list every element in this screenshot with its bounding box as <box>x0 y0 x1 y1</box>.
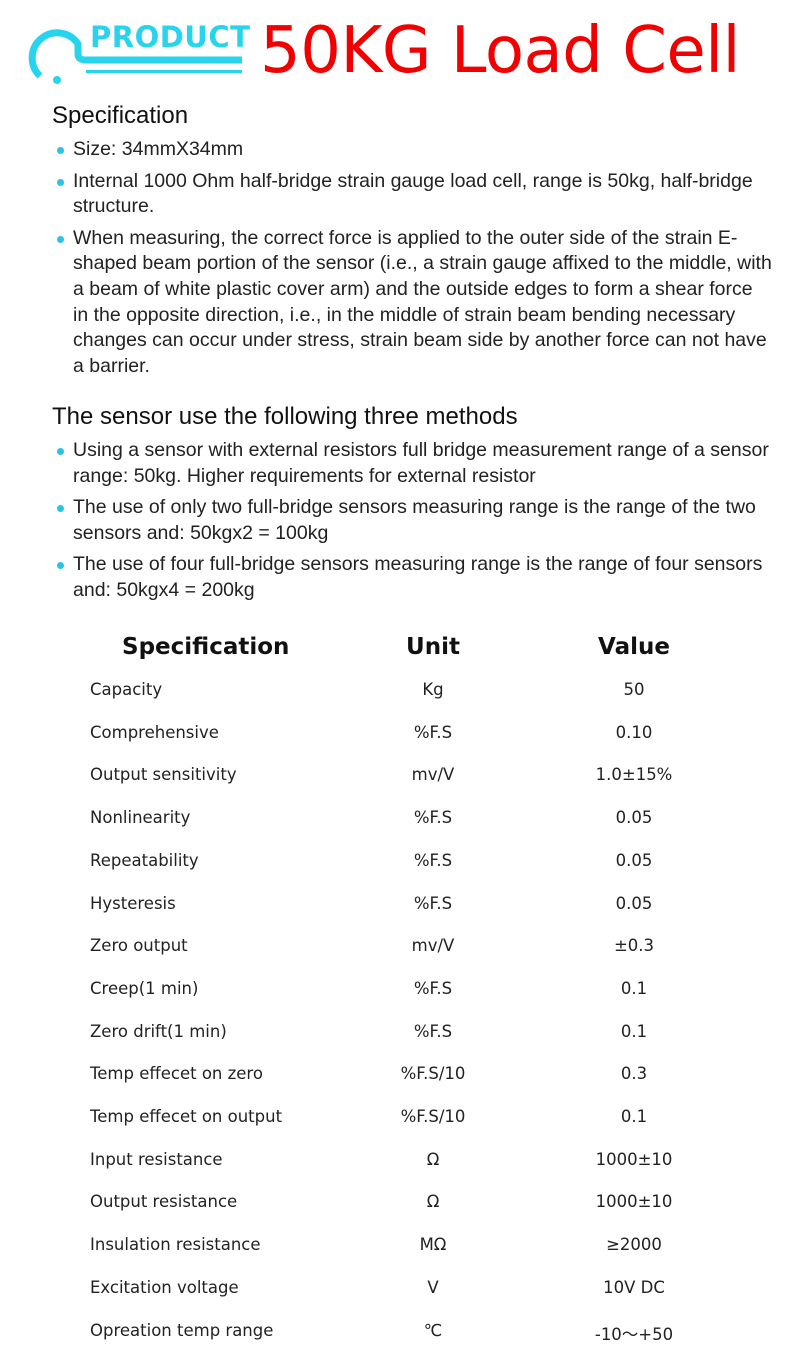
spec-value: ≥2000 <box>606 1235 662 1255</box>
list-item: When measuring, the correct force is app… <box>52 226 772 380</box>
spec-name: Hysteresis <box>90 893 176 913</box>
spec-value: 1000±10 <box>595 1149 673 1169</box>
list-item: The use of four full-bridge sensors meas… <box>52 552 772 603</box>
table-row: Temp effecet on zero %F.S/10 0.3 <box>0 1064 800 1106</box>
header-value: Value <box>598 634 670 660</box>
spec-unit: MΩ <box>419 1235 447 1255</box>
methods-list: Using a sensor with external resistors f… <box>52 438 772 610</box>
spec-name: Excitation voltage <box>90 1277 239 1297</box>
spec-unit: mv/V <box>411 765 455 785</box>
spec-value: -10～+50 <box>594 1324 674 1344</box>
list-item: Using a sensor with external resistors f… <box>52 438 772 489</box>
spec-name: Zero drift(1 min) <box>90 1021 227 1041</box>
spec-value: 0.1 <box>620 978 648 998</box>
specification-list: Size: 34mmX34mm Internal 1000 Ohm half-b… <box>52 137 772 385</box>
spec-value: 50 <box>623 680 645 699</box>
table-row: Output sensitivity mv/V 1.0±15% <box>0 765 800 807</box>
list-item: Internal 1000 Ohm half-bridge strain gau… <box>52 169 772 220</box>
table-row: Comprehensive %F.S 0.10 <box>0 723 800 765</box>
spec-value: 0.1 <box>620 1107 648 1126</box>
spec-unit: Ω <box>426 1192 440 1212</box>
spec-unit: %F.S/10 <box>400 1107 466 1126</box>
spec-name: Zero output <box>90 936 188 956</box>
spec-value: 0.1 <box>620 1021 648 1041</box>
table-row: Insulation resistance MΩ ≥2000 <box>0 1235 800 1277</box>
spec-value: 0.05 <box>615 808 653 828</box>
spec-value: 0.10 <box>615 722 653 742</box>
spec-name: Repeatability <box>90 850 199 870</box>
table-row: Output resistance Ω 1000±10 <box>0 1192 800 1234</box>
spec-unit: %F.S <box>413 808 453 828</box>
header-specification: Specification <box>122 634 290 660</box>
specification-heading: Specification <box>52 102 189 129</box>
spec-name: Input resistance <box>90 1149 223 1169</box>
spec-name: Insulation resistance <box>90 1235 261 1255</box>
spec-name: Output resistance <box>90 1192 238 1212</box>
logo-text: PRODUCT <box>90 20 251 54</box>
logo-graphic <box>28 29 242 84</box>
spec-unit: %F.S <box>413 978 453 998</box>
spec-value: 0.05 <box>615 850 653 870</box>
spec-unit: Kg <box>422 680 444 699</box>
spec-unit: Ω <box>426 1149 440 1169</box>
spec-name: Capacity <box>90 680 163 699</box>
spec-value: 10V DC <box>603 1277 665 1297</box>
spec-name: Nonlinearity <box>90 808 191 828</box>
spec-unit: V <box>427 1277 439 1297</box>
spec-value: 0.05 <box>615 893 653 913</box>
table-row: Creep(1 min) %F.S 0.1 <box>0 979 800 1021</box>
spec-unit: %F.S <box>413 893 453 913</box>
spec-name: Temp effecet on zero <box>90 1064 263 1084</box>
spec-name: Output sensitivity <box>90 765 237 785</box>
header-unit: Unit <box>406 634 460 660</box>
table-row: Zero drift(1 min) %F.S 0.1 <box>0 1022 800 1064</box>
list-item: The use of only two full-bridge sensors … <box>52 495 772 546</box>
spec-unit: %F.S <box>413 722 453 742</box>
table-row: Capacity Kg 50 <box>0 680 800 722</box>
page-title: 50KG Load Cell <box>260 14 740 88</box>
spec-name: Opreation temp range <box>90 1320 274 1340</box>
table-row: Nonlinearity %F.S 0.05 <box>0 808 800 850</box>
spec-value: 1000±10 <box>595 1192 673 1212</box>
spec-name: Creep(1 min) <box>90 978 199 998</box>
spec-unit: %F.S/10 <box>400 1064 466 1084</box>
table-row: Repeatability %F.S 0.05 <box>0 851 800 893</box>
spec-unit: mv/V <box>411 936 455 956</box>
spec-unit: %F.S <box>413 1021 453 1041</box>
spec-name: Comprehensive <box>90 722 219 742</box>
table-row: Excitation voltage V 10V DC <box>0 1278 800 1320</box>
spec-name: Temp effecet on output <box>90 1107 283 1126</box>
table-row: Opreation temp range ℃ -10～+50 <box>0 1321 800 1363</box>
table-row: Input resistance Ω 1000±10 <box>0 1150 800 1192</box>
spec-value: ±0.3 <box>613 936 655 956</box>
methods-heading: The sensor use the following three metho… <box>52 403 518 430</box>
spec-unit: %F.S <box>413 850 453 870</box>
list-item: Size: 34mmX34mm <box>52 137 772 163</box>
spec-value: 1.0±15% <box>595 765 673 785</box>
table-row: Hysteresis %F.S 0.05 <box>0 894 800 936</box>
spec-unit: ℃ <box>423 1320 443 1340</box>
table-row: Zero output mv/V ±0.3 <box>0 936 800 978</box>
table-row: Temp effecet on output %F.S/10 0.1 <box>0 1107 800 1149</box>
spec-value: 0.3 <box>620 1064 648 1084</box>
